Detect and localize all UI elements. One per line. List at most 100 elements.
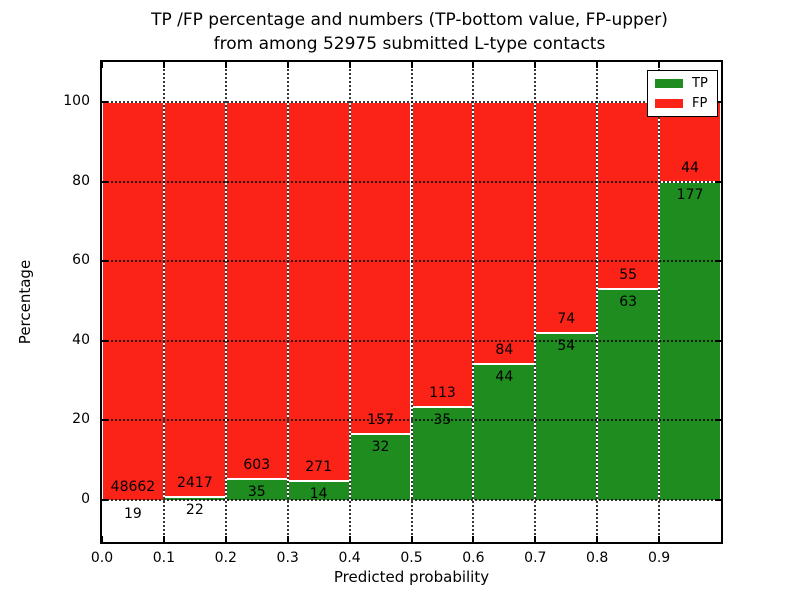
x-tick-mark-top <box>534 62 537 68</box>
bar-count-label-fp: 55 <box>619 266 638 283</box>
x-tick-mark <box>286 536 289 542</box>
x-tick-label: 0.1 <box>152 550 176 566</box>
bar-segment-fp <box>473 102 536 364</box>
bar-count-label-fp: 2417 <box>177 475 213 492</box>
bar-segment-fp <box>349 102 412 433</box>
bar-segment-fp <box>411 102 474 406</box>
bar-segment-fp <box>102 102 164 500</box>
x-tick-mark <box>224 536 227 542</box>
gridline-vertical <box>534 62 537 542</box>
bar-segment-fp <box>597 102 660 288</box>
gridline-vertical <box>162 62 165 542</box>
y-tick-label: 100 <box>63 93 90 109</box>
x-tick-mark-top <box>472 62 475 68</box>
bar-segment-fp <box>163 102 226 497</box>
x-tick-mark <box>658 536 661 542</box>
bar-segment-fp <box>287 102 350 481</box>
gridline-horizontal <box>102 499 721 501</box>
gridline-vertical <box>348 62 351 542</box>
bar-count-label-tp: 19 <box>124 505 142 522</box>
x-tick-mark-top <box>658 62 661 68</box>
x-tick-mark-top <box>596 62 599 68</box>
bar-count-label-fp: 603 <box>243 457 271 474</box>
x-tick-label: 0.3 <box>276 550 299 566</box>
bar-segment-tp <box>349 432 412 500</box>
bar-count-label-fp: 84 <box>495 342 514 359</box>
bar-segment-fp <box>535 102 598 333</box>
bar-count-label-fp: 44 <box>681 160 699 177</box>
y-tick-mark-right <box>715 419 721 422</box>
x-tick-mark <box>596 536 599 542</box>
bar-count-label-tp: 54 <box>557 338 576 355</box>
x-tick-label: 0.4 <box>338 550 361 566</box>
x-tick-mark-top <box>348 62 351 68</box>
x-tick-label: 0.8 <box>586 550 609 566</box>
x-tick-mark-top <box>410 62 413 68</box>
x-tick-label: 0.9 <box>647 550 671 566</box>
bar-count-label-fp: 74 <box>557 311 576 328</box>
legend: TP FP <box>647 70 718 117</box>
x-tick-mark-top <box>286 62 289 68</box>
gridline-vertical <box>658 62 661 542</box>
y-axis-label: Percentage <box>16 259 35 345</box>
gridline-horizontal <box>102 419 721 422</box>
x-tick-mark-top <box>101 62 103 68</box>
y-tick-label: 40 <box>72 331 90 348</box>
bar-count-label-fp: 271 <box>305 459 333 476</box>
y-tick-mark-right <box>715 180 721 183</box>
bar-segment-tp <box>535 332 598 500</box>
gridline-horizontal <box>102 260 721 263</box>
y-tick-mark <box>102 419 108 422</box>
chart-title-line2: from among 52975 submitted L-type contac… <box>213 34 606 54</box>
bar-count-label-fp: 113 <box>429 384 456 401</box>
bar-count-label-tp: 35 <box>247 484 266 501</box>
fp-color-swatch <box>655 99 683 108</box>
x-tick-label: 0.7 <box>524 550 547 566</box>
y-tick-mark <box>102 499 108 501</box>
y-tick-mark-right <box>715 499 721 501</box>
tp-color-swatch <box>655 79 683 88</box>
x-tick-mark-top <box>224 62 227 68</box>
bar-count-label-tp: 14 <box>309 486 328 503</box>
gridline-vertical <box>286 62 289 542</box>
chart-title: TP /FP percentage and numbers (TP-bottom… <box>100 8 719 56</box>
gridline-vertical <box>472 62 475 542</box>
legend-item-fp: FP <box>655 97 708 110</box>
y-tick-mark-right <box>715 260 721 263</box>
x-tick-label: 0.6 <box>462 550 485 566</box>
gridline-vertical <box>224 62 227 542</box>
chart-title-line1: TP /FP percentage and numbers (TP-bottom… <box>151 10 668 30</box>
bar-segment-tp <box>597 287 660 500</box>
legend-label-fp: FP <box>692 96 708 111</box>
y-tick-label: 80 <box>72 172 90 189</box>
x-tick-label: 0.2 <box>214 550 237 566</box>
y-tick-mark <box>102 339 108 342</box>
legend-label-tp: TP <box>692 76 708 91</box>
y-tick-mark <box>102 101 108 103</box>
bar-count-label-tp: 44 <box>495 369 514 386</box>
x-tick-mark <box>534 536 537 542</box>
y-tick-mark <box>102 180 108 183</box>
bar-count-label-tp: 35 <box>433 411 452 428</box>
y-tick-label: 0 <box>81 491 90 507</box>
bar-count-label-tp: 22 <box>185 502 204 519</box>
bar-count-label-fp: 157 <box>367 411 394 428</box>
x-tick-mark <box>472 536 475 542</box>
bar-segment-tp <box>473 363 536 500</box>
plot-area: Predicted probability Percentage TP FP 4… <box>16 60 723 586</box>
bar-segment-fp <box>225 102 288 479</box>
bar-count-label-tp: 177 <box>676 187 704 204</box>
bar-count-label-tp: 32 <box>371 438 390 455</box>
gridline-vertical <box>596 62 599 542</box>
y-tick-label: 20 <box>72 411 90 428</box>
x-tick-mark <box>162 536 165 542</box>
x-tick-mark <box>410 536 413 542</box>
gridline-horizontal <box>102 339 721 342</box>
x-tick-mark <box>101 536 103 542</box>
x-tick-mark <box>348 536 351 542</box>
y-tick-label: 60 <box>72 252 90 269</box>
gridline-horizontal <box>102 180 721 183</box>
y-tick-mark <box>102 260 108 263</box>
y-tick-mark-right <box>715 339 721 342</box>
